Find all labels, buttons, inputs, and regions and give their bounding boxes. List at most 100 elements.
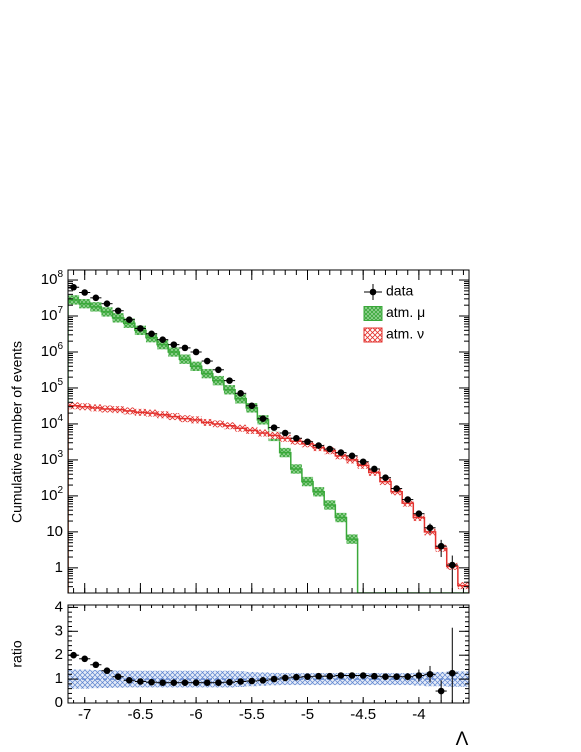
data-point [170, 679, 178, 686]
data-point [148, 330, 155, 338]
legend-swatch [363, 327, 383, 343]
y-tick-label: 104 [41, 413, 64, 432]
data-point [237, 390, 244, 397]
data-point [103, 300, 111, 307]
data-point [393, 673, 400, 681]
data-point [192, 348, 200, 356]
data-point [159, 336, 166, 343]
data-point [348, 672, 356, 679]
data-point [81, 655, 89, 663]
data-point [304, 438, 311, 446]
data-point [304, 673, 311, 681]
data-point [203, 679, 211, 686]
y-tick-label: 107 [41, 305, 64, 324]
plot-area [68, 283, 469, 593]
data-point [326, 445, 334, 453]
data-point [181, 679, 189, 686]
data-point [125, 316, 133, 323]
data-point [337, 672, 345, 679]
data-point [203, 357, 211, 365]
data-point [114, 307, 122, 315]
data-point [215, 679, 222, 686]
frame [67, 604, 470, 704]
x-tick-label: -4 [412, 706, 425, 723]
y-tick-label: 10 [46, 523, 63, 540]
data-point [382, 474, 389, 482]
data-point [315, 442, 322, 449]
data-point [137, 325, 144, 332]
data-point [114, 673, 122, 681]
legend-marker [369, 288, 377, 296]
y-tick-label: 102 [41, 485, 64, 504]
data-point [326, 672, 334, 680]
data-point [404, 673, 412, 681]
y-axis-label: ratio [9, 640, 25, 667]
hist-outline [68, 299, 469, 593]
x-tick-label: -6 [189, 706, 202, 723]
y-tick-label: 1 [55, 670, 63, 687]
y-tick-label: 2 [55, 646, 63, 663]
x-tick-label: -4.5 [350, 706, 376, 723]
legend-swatch [363, 306, 383, 321]
uncertainty-band [90, 670, 102, 689]
data-point [226, 678, 233, 686]
uncertainty-band [201, 670, 213, 688]
legend-label: data [386, 283, 413, 299]
data-point [159, 679, 166, 686]
data-point [248, 402, 256, 410]
y-tick-label: 106 [41, 341, 64, 360]
data-point [371, 672, 378, 680]
data-point [92, 661, 100, 669]
data-point [404, 496, 412, 503]
data-point [181, 344, 189, 352]
data-point [237, 678, 244, 685]
data-point [259, 676, 267, 684]
data-point [81, 289, 89, 296]
data-point [359, 458, 367, 466]
data-point [359, 672, 367, 679]
y-tick-label: 108 [41, 269, 64, 288]
uncertainty-band [335, 673, 347, 686]
data-point [426, 671, 434, 678]
data-point [415, 672, 423, 679]
data-point [437, 687, 445, 695]
data-point [103, 667, 111, 675]
legend-label: atm. ν [386, 326, 424, 342]
y-tick-label: 1 [55, 559, 63, 576]
uncertainty-band [346, 673, 358, 686]
x-tick-label: -6.5 [127, 706, 153, 723]
data-point [215, 366, 222, 374]
legend-label: atm. μ [386, 304, 425, 320]
data-point [448, 561, 456, 569]
data-point [137, 678, 144, 685]
data-point [259, 415, 267, 422]
data-point [281, 674, 289, 682]
x-tick-label: -7 [78, 706, 91, 723]
data-point [293, 434, 300, 442]
x-tick-label: -5 [301, 706, 314, 723]
data-point [170, 341, 178, 348]
data-point [371, 465, 378, 473]
x-axis-label: Λ [456, 729, 469, 750]
y-tick-label: 103 [41, 449, 64, 468]
data-point [70, 283, 77, 291]
y-tick-label: 4 [55, 598, 63, 615]
hist-outline [68, 405, 469, 593]
data-point [125, 676, 133, 684]
data-point [281, 429, 289, 437]
data-point [337, 449, 345, 456]
data-point [148, 678, 155, 686]
y-tick-label: 0 [55, 694, 63, 711]
y-tick-label: 105 [41, 377, 64, 396]
x-tick-label: -5.5 [239, 706, 265, 723]
data-point [448, 669, 456, 677]
plot-area [68, 627, 469, 703]
data-point [426, 524, 434, 532]
data-point [393, 485, 400, 492]
data-point [382, 673, 389, 681]
data-point [270, 424, 278, 431]
uncertainty-band [179, 670, 191, 688]
data-point [315, 672, 322, 680]
data-point [270, 675, 278, 683]
